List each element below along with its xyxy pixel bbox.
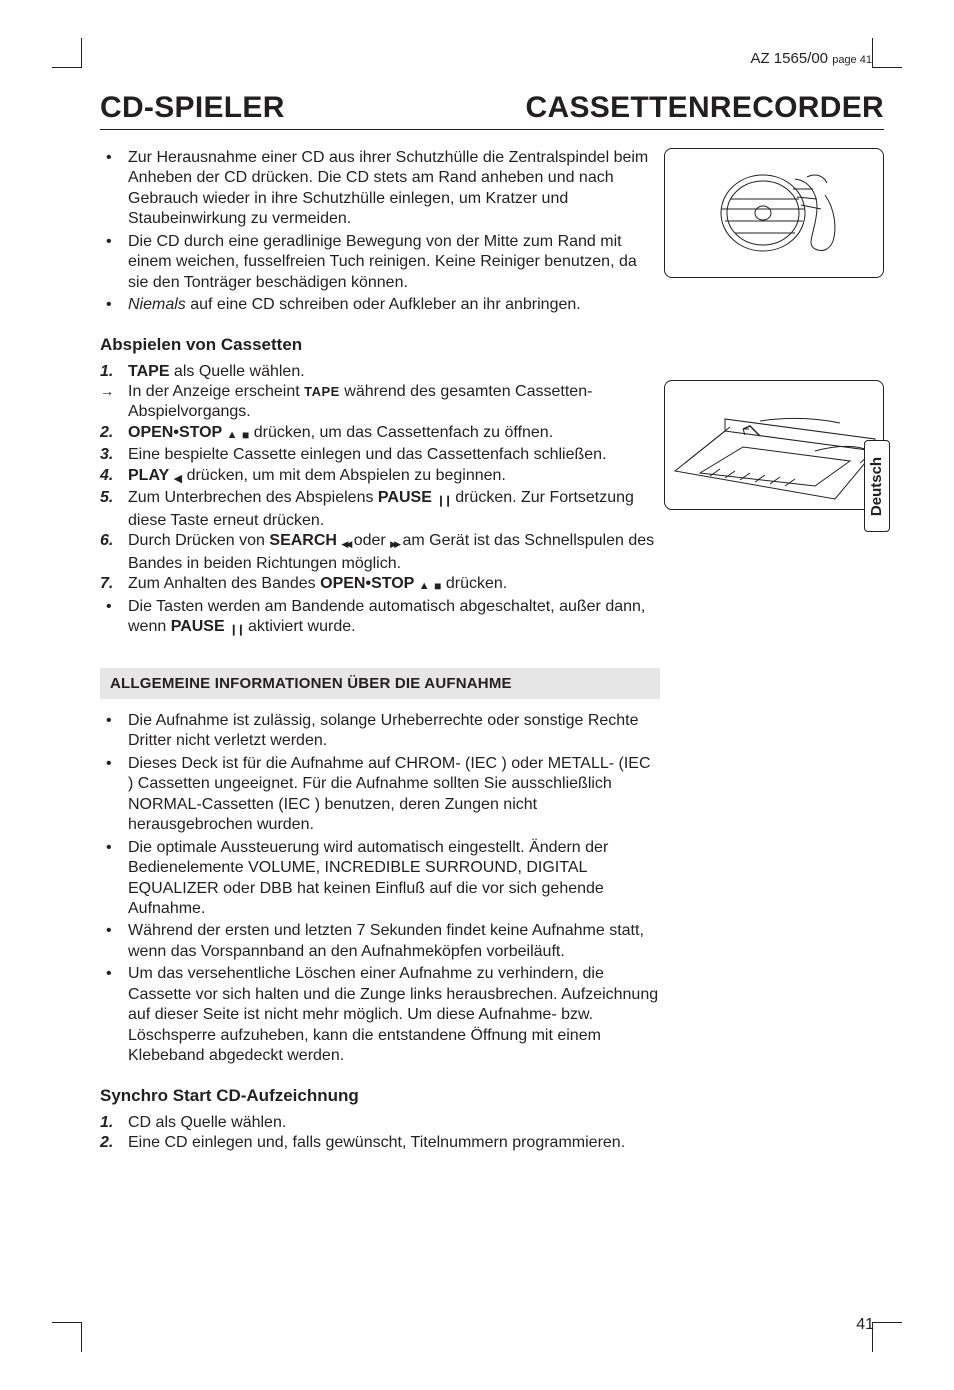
language-tab: Deutsch bbox=[864, 440, 890, 532]
page-label: page 41 bbox=[832, 54, 872, 66]
recording-info-list: Die Aufnahme ist zulässig, solange Urheb… bbox=[100, 711, 660, 1067]
step-item: 2. Eine CD einlegen und, falls gewünscht… bbox=[100, 1133, 660, 1153]
step-item: 5. Zum Unterbrechen des Abspielens PAUSE… bbox=[100, 488, 660, 531]
list-item: Dieses Deck ist für die Aufnahme auf CHR… bbox=[100, 754, 660, 836]
list-item: Zur Herausnahme einer CD aus ihrer Schut… bbox=[100, 148, 660, 230]
crop-mark bbox=[52, 1322, 82, 1352]
crop-mark bbox=[872, 38, 902, 68]
play-icon bbox=[174, 468, 182, 488]
page-number: 41 bbox=[856, 1316, 874, 1334]
crop-mark bbox=[52, 38, 82, 68]
title-left: CD-SPIELER bbox=[100, 91, 285, 125]
cd-care-list: Zur Herausnahme einer CD aus ihrer Schut… bbox=[100, 148, 660, 316]
subheading-sync: Synchro Start CD-Aufzeichnung bbox=[100, 1085, 660, 1107]
pause-icon bbox=[229, 619, 243, 639]
sync-steps: 1. CD als Quelle wählen. 2. Eine CD einl… bbox=[100, 1113, 660, 1154]
content: Deutsch Zur Herausnahme einer CD aus ihr… bbox=[100, 148, 884, 1153]
list-item: Die CD durch eine geradlinige Bewegung v… bbox=[100, 232, 660, 293]
step-item: 4. PLAY drücken, um mit dem Abspielen zu… bbox=[100, 466, 660, 488]
list-item: Die optimale Aussteuerung wird automatis… bbox=[100, 838, 660, 920]
step-item: 2. OPEN•STOP drücken, um das Cassettenfa… bbox=[100, 423, 660, 445]
step-item: 1. TAPE als Quelle wählen. bbox=[100, 362, 660, 382]
list-item: Während der ersten und letzten 7 Sekunde… bbox=[100, 921, 660, 962]
title-right: CASSETTENRECORDER bbox=[526, 91, 884, 125]
list-item: Niemals auf eine CD schreiben oder Aufkl… bbox=[100, 295, 660, 315]
list-item: Die Aufnahme ist zulässig, solange Urheb… bbox=[100, 711, 660, 752]
step-item: 7. Zum Anhalten des Bandes OPEN•STOP drü… bbox=[100, 574, 660, 596]
figure-cd-handling bbox=[664, 148, 884, 278]
subheading-play: Abspielen von Cassetten bbox=[100, 334, 660, 356]
title-row: CD-SPIELER CASSETTENRECORDER bbox=[100, 91, 884, 130]
section-bar-info: ALLGEMEINE INFORMATIONEN ÜBER DIE AUFNAH… bbox=[100, 668, 660, 699]
step-item: 3. Eine bespielte Cassette einlegen und … bbox=[100, 445, 660, 465]
eject-icon bbox=[227, 425, 238, 445]
step-note: Die Tasten werden am Bandende automatisc… bbox=[100, 597, 660, 640]
pause-icon bbox=[436, 490, 450, 510]
header-meta: AZ 1565/00 page 41 bbox=[100, 50, 884, 67]
list-item: Um das versehentliche Löschen einer Aufn… bbox=[100, 964, 660, 1066]
figure-cassette-deck bbox=[664, 380, 884, 510]
fastforward-icon bbox=[390, 533, 398, 553]
model-label: AZ 1565/00 bbox=[750, 50, 828, 67]
playback-steps: 1. TAPE als Quelle wählen. In der Anzeig… bbox=[100, 362, 660, 640]
step-item: 6. Durch Drücken von SEARCH oder am Gerä… bbox=[100, 531, 660, 574]
step-result: In der Anzeige erscheint TAPE während de… bbox=[100, 382, 660, 423]
crop-mark bbox=[872, 1322, 902, 1352]
eject-icon bbox=[419, 576, 430, 596]
step-item: 1. CD als Quelle wählen. bbox=[100, 1113, 660, 1133]
